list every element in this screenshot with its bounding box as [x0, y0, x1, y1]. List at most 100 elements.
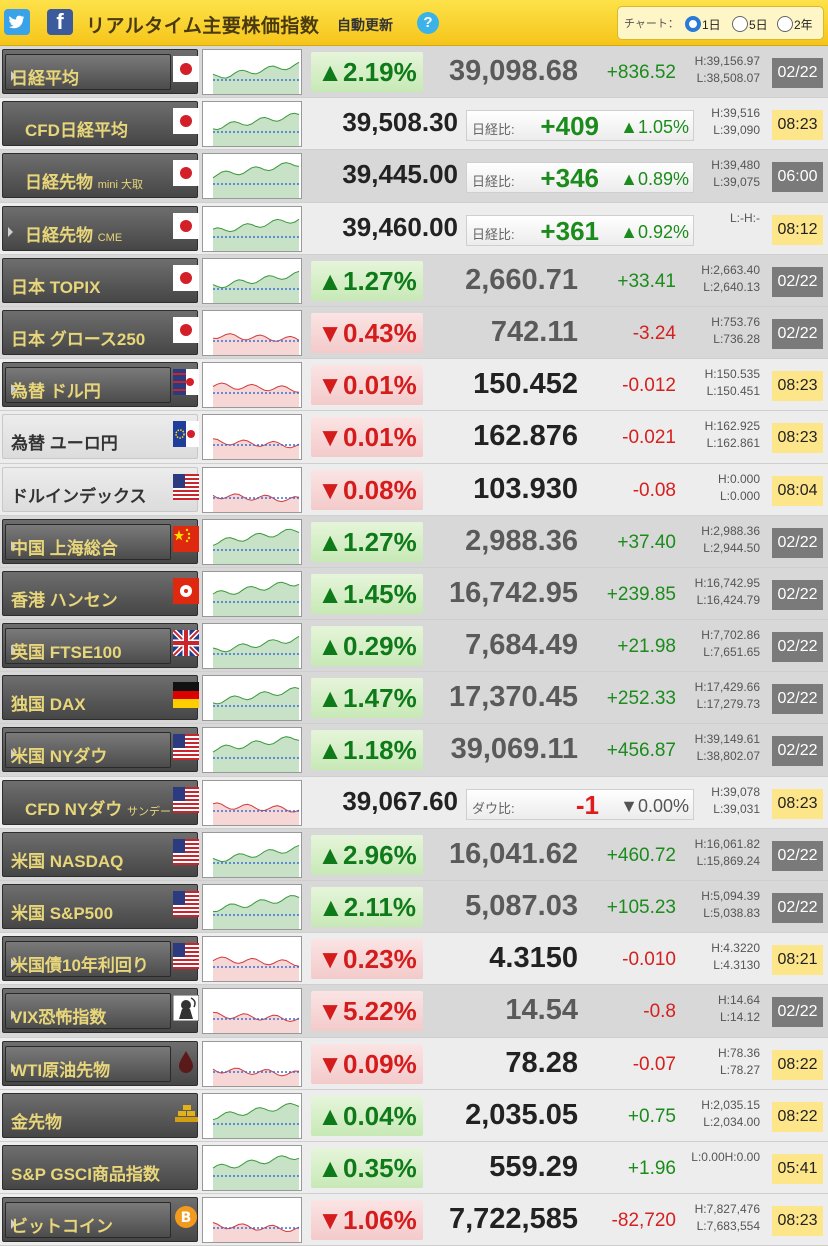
- instrument-button[interactable]: [5, 1202, 171, 1239]
- market-row: 米国債10年利回り ▼0.23% 4.3150 -0.010 H:4.3220 L:4.…: [0, 933, 828, 986]
- sparkline-chart[interactable]: [202, 1197, 302, 1244]
- instrument-name-cell[interactable]: 日本 グロース250: [2, 309, 198, 355]
- high-value: H:7,827,476: [694, 1202, 760, 1217]
- sparkline-chart[interactable]: [202, 101, 302, 148]
- instrument-name-cell[interactable]: S&P GSCI商品指数: [2, 1144, 198, 1190]
- high-low: H:17,429.66 L:17,279.73: [680, 679, 760, 713]
- expand-arrow-icon: [11, 1010, 16, 1021]
- instrument-button[interactable]: [5, 628, 171, 665]
- market-row: 日経平均 ▲2.19% 39,098.68 +836.52 H:39,156.97 L:…: [0, 46, 828, 99]
- help-icon[interactable]: ?: [417, 12, 439, 34]
- high-value: H:150.535: [704, 367, 760, 382]
- instrument-suffix: サンデー: [127, 805, 172, 818]
- compare-box: 日経比: +361 ▲0.92%: [466, 214, 694, 246]
- high-value: H:39,516: [711, 106, 760, 121]
- change-percent: ▼1.06%: [311, 1200, 423, 1241]
- change-percent: ▲2.11%: [311, 887, 423, 927]
- instrument-button[interactable]: [5, 367, 171, 404]
- sparkline-chart[interactable]: [202, 1040, 302, 1087]
- sparkline-chart[interactable]: [202, 362, 302, 409]
- instrument-name-cell[interactable]: 中国 上海総合: [2, 518, 198, 564]
- change-percent: ▲0.35%: [311, 1147, 423, 1188]
- instrument-name-cell[interactable]: 為替 ユーロ円: [2, 414, 198, 460]
- change-value: -3.24: [632, 322, 676, 344]
- sparkline-chart[interactable]: [202, 518, 302, 565]
- jp-flag-icon: [173, 316, 199, 343]
- change-value: +1.96: [627, 1157, 676, 1179]
- instrument-button[interactable]: [5, 1045, 171, 1082]
- price: 2,988.36: [465, 524, 578, 557]
- change-value: +836.52: [606, 62, 676, 83]
- instrument-name-cell[interactable]: 為替 ドル円: [2, 362, 198, 408]
- sparkline-chart[interactable]: [202, 1092, 302, 1139]
- high-value: H:14.64: [717, 993, 760, 1008]
- instrument-name-cell[interactable]: ドルインデックス: [2, 466, 198, 512]
- instrument-name-cell[interactable]: ビットコイン: [2, 1197, 198, 1243]
- instrument-button[interactable]: [5, 523, 171, 560]
- sparkline-chart[interactable]: [202, 309, 302, 356]
- sparkline-chart[interactable]: [202, 49, 302, 95]
- instrument-name-cell[interactable]: 独国 DAX: [2, 675, 198, 721]
- facebook-icon[interactable]: f: [47, 9, 73, 35]
- instrument-name-cell[interactable]: 米国債10年利回り: [2, 936, 198, 982]
- instrument-name-cell[interactable]: VIX恐怖指数: [2, 988, 198, 1034]
- instrument-name-cell[interactable]: 米国 S&P500: [2, 884, 198, 929]
- low-value: L:2,944.50: [703, 540, 760, 555]
- instrument-name-cell[interactable]: 日経平均: [2, 49, 198, 94]
- instrument-name-cell[interactable]: WTI原油先物: [2, 1040, 198, 1086]
- sparkline-chart[interactable]: [202, 205, 302, 252]
- sparkline-chart[interactable]: [202, 988, 302, 1035]
- radio-1day-label: 1日: [702, 18, 721, 32]
- sparkline-chart[interactable]: [202, 831, 302, 878]
- radio-5day[interactable]: [732, 16, 748, 32]
- sparkline-chart[interactable]: [202, 466, 302, 513]
- sparkline-chart[interactable]: [202, 153, 302, 200]
- market-row: 為替 ドル円 ▼0.01% 150.452 -0.012 H:150.535 L:150…: [0, 359, 828, 412]
- sparkline-chart[interactable]: [202, 727, 302, 774]
- instrument-name-cell[interactable]: 香港 ハンセン: [2, 570, 198, 616]
- instrument-name-cell[interactable]: 金先物: [2, 1092, 198, 1138]
- update-time-badge: 08:04: [772, 475, 823, 506]
- twitter-icon[interactable]: [4, 9, 30, 35]
- chart-period-selector: チャート： 1日 5日 2年: [617, 6, 824, 40]
- change-percent: ▲0.04%: [311, 1095, 423, 1136]
- high-low: H:0.000 L:0.000: [680, 471, 760, 505]
- change-value: +0.75: [627, 1105, 676, 1127]
- instrument-button[interactable]: [5, 54, 171, 90]
- sparkline-chart[interactable]: [202, 623, 302, 670]
- sparkline-chart[interactable]: [202, 675, 302, 722]
- instrument-name-cell[interactable]: 日経先物 mini 大取: [2, 153, 198, 199]
- instrument-name-cell[interactable]: 米国 NASDAQ: [2, 831, 198, 877]
- instrument-name: 日経先物 CME: [25, 225, 123, 245]
- instrument-button[interactable]: [5, 993, 171, 1030]
- instrument-name-cell[interactable]: CFD日経平均: [2, 101, 198, 147]
- oil-flag-icon: [173, 1048, 199, 1074]
- us-flag-icon: [173, 943, 199, 970]
- sparkline-chart[interactable]: [202, 570, 302, 617]
- low-value: L:2,034.00: [703, 1114, 760, 1129]
- radio-1day[interactable]: [685, 16, 701, 32]
- instrument-name-cell[interactable]: 米国 NYダウ: [2, 727, 198, 773]
- compare-percent: ▼0.00%: [620, 795, 689, 816]
- instrument-name-cell[interactable]: 日本 TOPIX: [2, 257, 198, 303]
- instrument-button[interactable]: [5, 941, 171, 978]
- high-value: H:39,480: [711, 158, 760, 173]
- instrument-name-cell[interactable]: 英国 FTSE100: [2, 623, 198, 669]
- sparkline-chart[interactable]: [202, 779, 302, 826]
- radio-2year[interactable]: [777, 16, 793, 32]
- sparkline-chart[interactable]: [202, 936, 302, 983]
- sparkline-chart[interactable]: [202, 414, 302, 461]
- instrument-name-cell[interactable]: CFD NYダウ サンデー: [2, 779, 198, 825]
- high-value: H:39,078: [711, 784, 760, 799]
- update-time-badge: 02/22: [772, 527, 823, 558]
- high-low: H:7,702.86 L:7,651.65: [680, 627, 760, 661]
- market-row: 香港 ハンセン ▲1.45% 16,742.95 +239.85 H:16,742.9…: [0, 567, 828, 621]
- low-value: L:15,869.24: [696, 853, 760, 868]
- high-value: H:753.76: [711, 314, 760, 329]
- sparkline-chart[interactable]: [202, 257, 302, 304]
- instrument-name-cell[interactable]: 日経先物 CME: [2, 205, 198, 251]
- high-low: H:7,827,476 L:7,683,554: [680, 1201, 760, 1235]
- sparkline-chart[interactable]: [202, 884, 302, 930]
- sparkline-chart[interactable]: [202, 1144, 302, 1191]
- instrument-button[interactable]: [5, 732, 171, 769]
